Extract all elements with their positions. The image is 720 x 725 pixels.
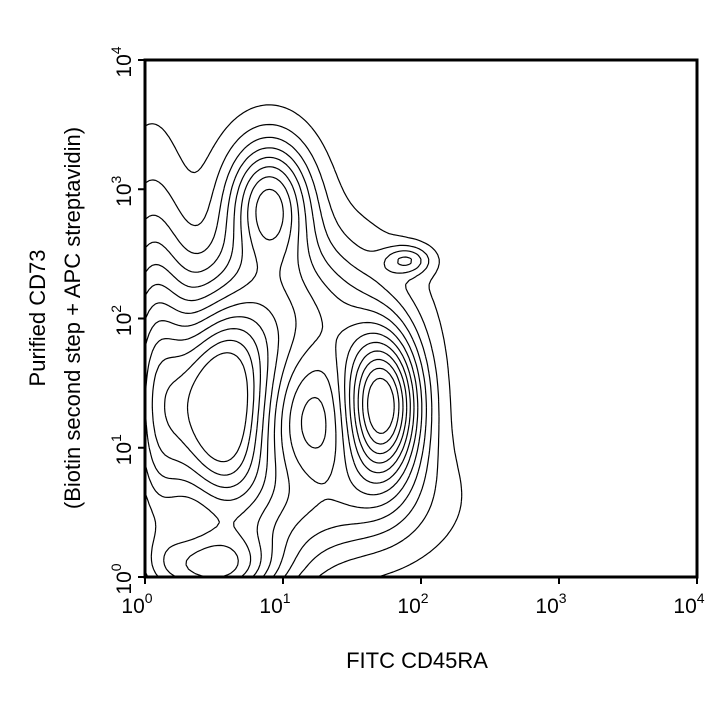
x-tick-label: 103 [535,590,566,618]
contour-level-11 [164,339,400,476]
contour-level-1 [145,104,463,577]
x-tick-label: 101 [259,590,290,618]
contour-level-10 [151,328,404,489]
contour-lines [145,104,463,577]
contour-level-8 [145,188,411,577]
contour-level-4 [145,147,427,577]
y-tick-label: 102 [108,305,136,336]
x-axis-title: FITC CD45RA [346,648,488,673]
contour-level-9 [145,316,408,577]
y-tick-label: 103 [108,175,136,206]
y-tick-label: 101 [108,434,136,465]
contour-level-3 [145,136,433,577]
x-tick-label: 104 [673,590,704,618]
contour-level-2 [145,123,440,577]
y-axis-ticks: 100 101 102 103 104 [108,46,145,595]
contour-level-6 [145,166,419,577]
x-tick-label: 100 [121,590,152,618]
y-tick-label: 104 [108,46,136,77]
x-axis-ticks: 100 101 102 103 104 [121,577,705,618]
contour-level-12 [186,352,395,463]
contour-level-5 [145,156,423,577]
y-axis-title-line1: Purified CD73 [25,250,50,387]
contour-level-7 [145,176,415,577]
y-tick-label: 100 [108,563,136,594]
y-axis-title-line2: (Biotin second step + APC streptavidin) [60,127,85,509]
x-tick-label: 102 [397,590,428,618]
